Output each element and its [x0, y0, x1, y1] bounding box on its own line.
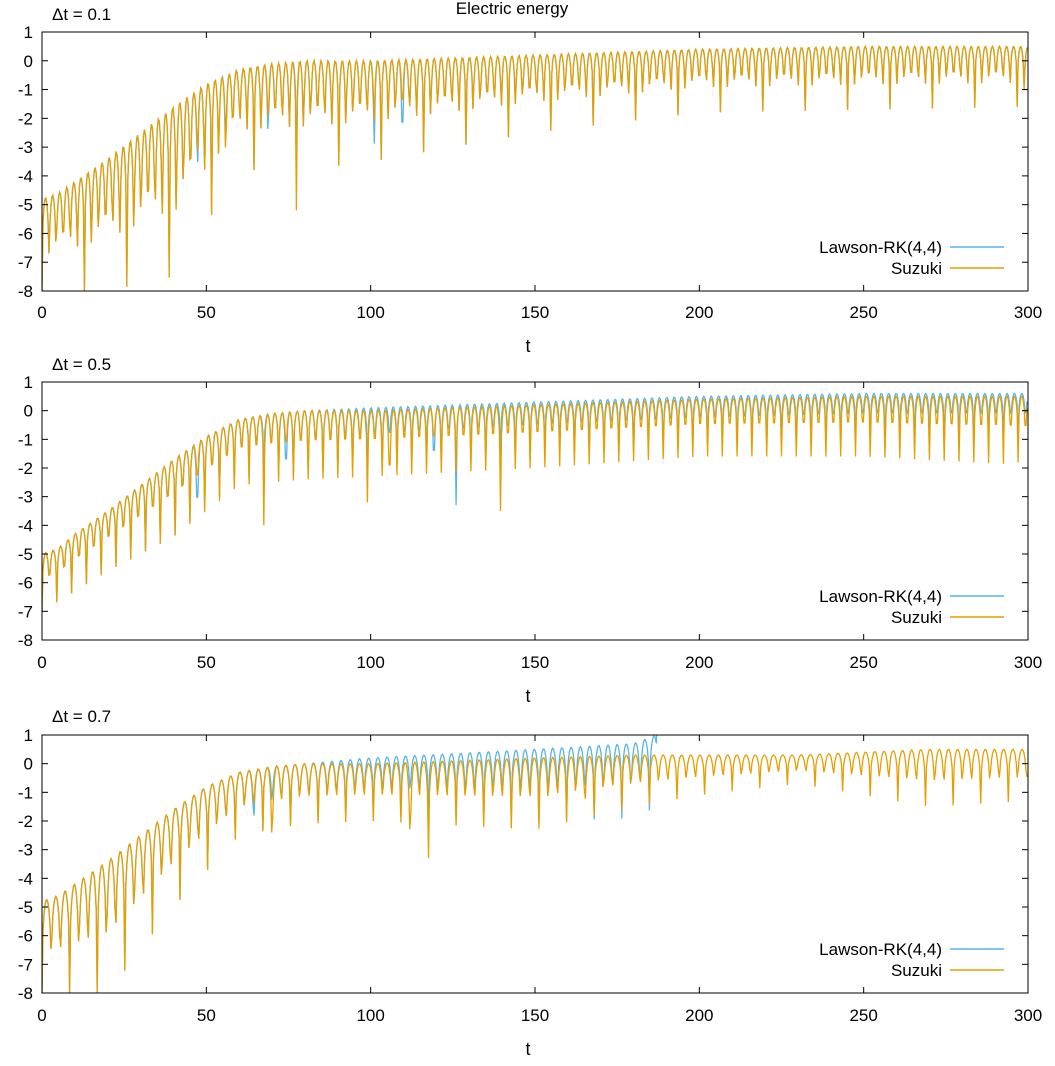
y-tick-label: -5 — [18, 196, 33, 215]
x-tick-label: 250 — [849, 653, 877, 672]
y-tick-label: -3 — [18, 841, 33, 860]
y-tick-label: -2 — [18, 812, 33, 831]
legend-label: Lawson-RK(4,4) — [819, 587, 942, 606]
y-tick-label: -3 — [18, 138, 33, 157]
x-axis-label: t — [525, 336, 530, 356]
y-tick-label: -5 — [18, 898, 33, 917]
x-tick-label: 50 — [197, 1006, 216, 1025]
x-tick-label: 50 — [197, 303, 216, 322]
y-tick-label: 1 — [24, 373, 33, 392]
x-tick-label: 150 — [521, 303, 549, 322]
series-line-suzuki — [42, 395, 1028, 612]
legend-label: Lawson-RK(4,4) — [819, 238, 942, 257]
panel-title: Δt = 0.7 — [52, 707, 111, 726]
x-tick-label: 300 — [1014, 303, 1042, 322]
y-tick-label: -8 — [18, 282, 33, 301]
panels: Δt = 0.10 50 100 150 200 250 30010-1-2-3-4-5-6… — [18, 5, 1042, 1059]
x-axis-label: t — [525, 1039, 530, 1059]
x-tick-label: 200 — [685, 653, 713, 672]
x-tick-label: 200 — [685, 303, 713, 322]
x-tick-label: 100 — [356, 1006, 384, 1025]
y-tick-label: -1 — [18, 81, 33, 100]
y-tick-label: -6 — [18, 927, 33, 946]
y-tick-label: 1 — [24, 726, 33, 745]
y-tick-label: -1 — [18, 783, 33, 802]
x-tick-label: 300 — [1014, 653, 1042, 672]
y-tick-label: -7 — [18, 602, 33, 621]
figure-title: Electric energy — [456, 0, 569, 18]
y-tick-label: -7 — [18, 955, 33, 974]
y-tick-label: -4 — [18, 516, 33, 535]
y-tick-label: 1 — [24, 23, 33, 42]
chart-panel-2: Δt = 0.5 0 50 100 150 200 250 300 1 0 -1 -2 -3 -4 -5 -6… — [18, 355, 1042, 706]
y-tick-label: -8 — [18, 984, 33, 1003]
x-tick-label: 200 — [685, 1006, 713, 1025]
x-tick-label: 0 — [37, 303, 46, 322]
y-tick-label: -7 — [18, 253, 33, 272]
legend-label: Suzuki — [891, 608, 942, 627]
y-tick-label: -6 — [18, 574, 33, 593]
y-tick-label: -4 — [18, 869, 33, 888]
y-tick-label: 0 — [24, 755, 33, 774]
y-tick-label: 0 — [24, 402, 33, 421]
x-tick-label: 300 — [1014, 1006, 1042, 1025]
series-line-lawson — [42, 735, 658, 993]
y-tick-label: -4 — [18, 167, 33, 186]
x-tick-label: 100 — [356, 303, 384, 322]
x-tick-label: 0 — [37, 653, 46, 672]
x-tick-label: 0 — [37, 1006, 46, 1025]
x-axis-label: t — [525, 686, 530, 706]
panel-title: Δt = 0.1 — [52, 5, 111, 24]
x-tick-label: 250 — [849, 1006, 877, 1025]
x-tick-label: 150 — [521, 1006, 549, 1025]
y-tick-label: 0 — [24, 52, 33, 71]
legend-label: Lawson-RK(4,4) — [819, 940, 942, 959]
y-tick-label: -8 — [18, 631, 33, 650]
series-line-suzuki — [42, 748, 1028, 993]
chart-panel-1: Δt = 0.1 0 50 100 150 200 250 300 1 0 -1 -2 -3 -4 -5 -6… — [18, 5, 1042, 356]
y-tick-label: -3 — [18, 488, 33, 507]
y-tick-label: -1 — [18, 430, 33, 449]
panel-title: Δt = 0.5 — [52, 355, 111, 374]
chart-panel-3: Δt = 0.7 0 50 100 150 200 250 300 1 0 -1 -2 -3 -4 -5 -6… — [18, 707, 1042, 1059]
y-tick-label: -6 — [18, 224, 33, 243]
x-tick-label: 50 — [197, 653, 216, 672]
series-line-suzuki — [42, 44, 1028, 291]
y-tick-label: -5 — [18, 545, 33, 564]
x-tick-label: 250 — [849, 303, 877, 322]
legend-label: Suzuki — [891, 961, 942, 980]
x-tick-label: 150 — [521, 653, 549, 672]
legend-label: Suzuki — [891, 259, 942, 278]
y-tick-label: -2 — [18, 109, 33, 128]
y-tick-label: -2 — [18, 459, 33, 478]
x-tick-label: 100 — [356, 653, 384, 672]
